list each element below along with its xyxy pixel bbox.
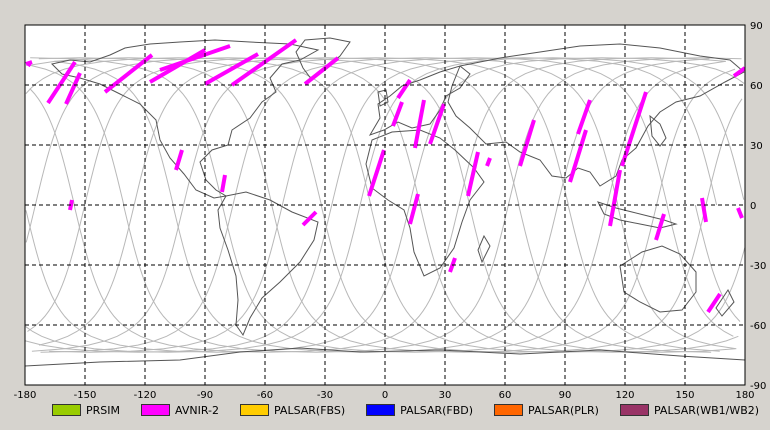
legend-label: PALSAR(FBS): [273, 403, 346, 417]
observation-swath: [706, 292, 722, 314]
lon-tick-label: 0: [382, 390, 388, 401]
coastline-south-america: [217, 191, 319, 337]
coastline-madagascar: [477, 234, 491, 264]
lon-tick-label: -180: [14, 390, 37, 401]
coastline-japan: [649, 114, 667, 147]
observation-swath: [46, 60, 77, 105]
observation-swath: [64, 72, 82, 105]
observation-swath: [103, 53, 154, 94]
lon-tick-label: 120: [615, 390, 634, 401]
lat-tick-label: 90: [750, 21, 763, 32]
coastline-australia: [619, 245, 697, 313]
observation-swath: [576, 99, 592, 135]
coastline-africa: [365, 129, 485, 277]
orbit-track: [31, 57, 712, 353]
orbit-track: [38, 57, 727, 353]
coastline-europe: [368, 65, 471, 136]
legend-item-palsar-fbs: PALSAR(FBS): [239, 403, 346, 417]
observation-swath: [485, 157, 492, 167]
lon-tick-label: -120: [134, 390, 157, 401]
legend-item-palsar-fbd: PALSAR(FBD): [366, 404, 473, 417]
map-border: [24, 24, 746, 386]
observation-swath: [568, 129, 588, 183]
observation-swath: [620, 91, 648, 167]
lat-tick-label: -90: [750, 381, 766, 392]
legend-swatch: [494, 404, 524, 416]
observation-swath: [466, 151, 480, 197]
observation-swath: [25, 60, 33, 66]
observation-swath: [220, 174, 227, 193]
lon-tick-label: -90: [197, 390, 213, 401]
observation-swath: [159, 44, 231, 72]
coastlines: [25, 37, 745, 367]
observation-swath: [391, 101, 404, 127]
coastline-british-isles: [377, 89, 389, 107]
observation-swath: [408, 193, 420, 225]
legend-swatch: [141, 404, 170, 416]
observation-swath: [700, 197, 708, 223]
observation-swath: [518, 119, 536, 167]
lat-tick-label: 30: [750, 141, 763, 152]
lat-tick-label: -60: [750, 321, 766, 332]
legend-swatch: [52, 404, 81, 416]
latitude-axis: 90 60 30 0 -30 -60 -90: [750, 21, 766, 392]
longitude-axis: -180 -150 -120 -90 -60 -30 0 30 60 90 120 150 180: [14, 390, 755, 401]
legend-label: PALSAR(FBD): [400, 403, 474, 417]
legend-swatch: [619, 404, 649, 416]
observation-swath: [303, 56, 340, 86]
observation-swath: [428, 103, 446, 145]
legend-swatch: [366, 404, 396, 416]
observation-swath: [736, 207, 744, 219]
lon-tick-label: 150: [675, 390, 694, 401]
orbit-track: [40, 57, 720, 353]
lat-lon-grid: [25, 25, 745, 385]
orbit-track: [25, 57, 745, 353]
observation-swath: [732, 66, 745, 78]
legend-label: PRSIM: [86, 403, 120, 417]
coastline-antarctica: [25, 347, 745, 367]
orbit-track: [49, 57, 737, 353]
avnir2-observation-swaths: [25, 38, 745, 314]
lon-tick-label: 90: [559, 390, 572, 401]
observation-swath: [230, 38, 298, 87]
legend-label: AVNIR-2: [175, 403, 219, 417]
coastline-new-zealand: [715, 289, 735, 317]
coastline-north-america: [51, 39, 320, 199]
legend: PRSIM AVNIR-2 PALSAR(FBS) PALSAR(FBD) PA…: [52, 402, 759, 418]
lat-tick-label: 0: [750, 201, 756, 212]
observation-swath: [174, 149, 184, 171]
lon-tick-label: -30: [317, 390, 333, 401]
observation-swath: [367, 149, 386, 197]
legend-label: PALSAR(WB1/WB2): [653, 403, 760, 417]
legend-item-prsim: PRSIM: [52, 404, 120, 417]
observation-swath: [413, 99, 426, 149]
observation-swath: [608, 169, 622, 227]
lon-tick-label: -150: [74, 390, 97, 401]
lon-tick-label: 30: [439, 390, 452, 401]
coastline-indonesia: [597, 201, 678, 229]
legend-item-palsar-plr: PALSAR(PLR): [494, 404, 599, 417]
legend-item-palsar-wb: PALSAR(WB1/WB2): [619, 403, 760, 417]
lat-tick-label: 60: [750, 81, 763, 92]
legend-label: PALSAR(PLR): [528, 403, 599, 417]
lon-tick-label: -60: [257, 390, 273, 401]
legend-item-avnir2: AVNIR-2: [141, 404, 219, 417]
orbit-track: [38, 57, 736, 353]
observation-swath: [204, 52, 259, 86]
legend-swatch: [239, 404, 269, 416]
lat-tick-label: -30: [750, 261, 766, 272]
lon-tick-label: 180: [735, 390, 754, 401]
observation-swath: [301, 210, 318, 227]
observation-swath: [396, 78, 412, 100]
observation-swath: [654, 213, 666, 241]
lon-tick-label: 60: [499, 390, 512, 401]
